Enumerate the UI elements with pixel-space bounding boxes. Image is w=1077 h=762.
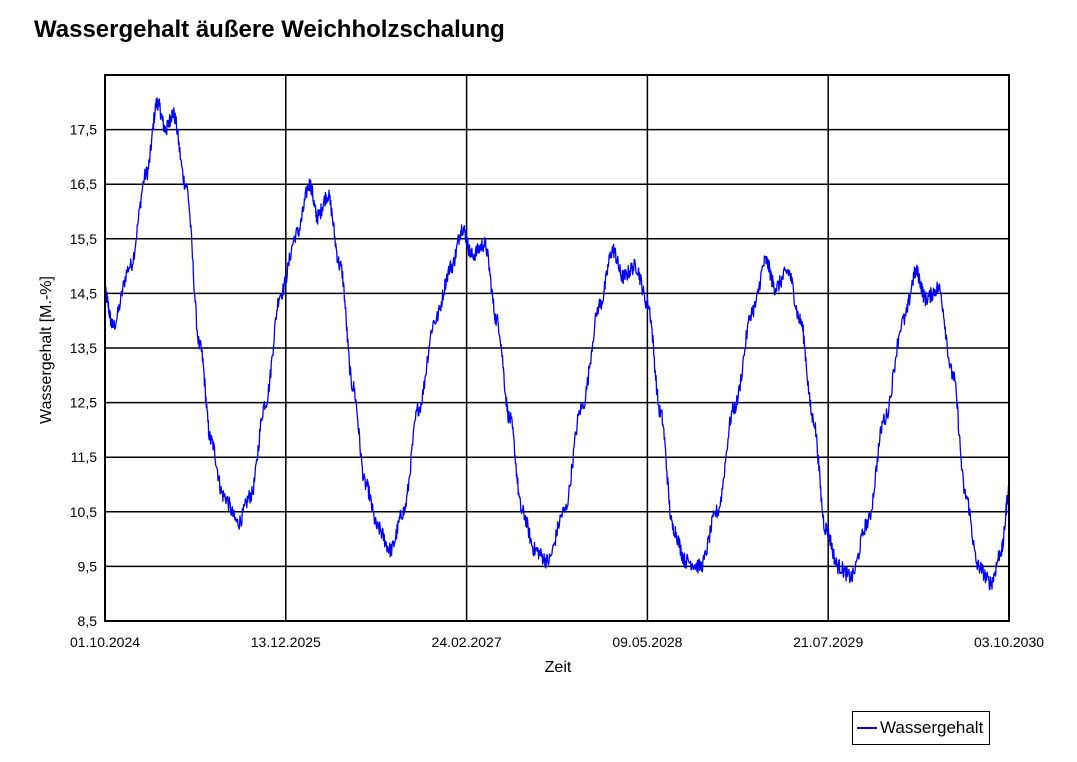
- x-tick-label: 09.05.2028: [612, 634, 682, 650]
- y-tick-label: 11,5: [71, 449, 97, 465]
- y-tick-label: 9,5: [78, 558, 98, 574]
- y-axis-ticks: 8,5 9,5 10,5 11,5 12,5 13,5 14,5 15,5 16,5 17,5: [70, 122, 97, 629]
- x-axis-ticks: 01.10.2024 13.12.2025 24.02.2027 09.05.2028…: [70, 634, 1044, 650]
- legend-swatch: [857, 727, 877, 729]
- y-tick-label: 8,5: [78, 613, 98, 629]
- x-tick-label: 24.02.2027: [432, 634, 502, 650]
- series-line-wassergehalt: [104, 97, 1010, 591]
- x-axis-label: Zeit: [545, 659, 572, 676]
- legend-label: Wassergehalt: [880, 718, 984, 737]
- y-tick-label: 15,5: [70, 231, 97, 247]
- chart-title: Wassergehalt äußere Weichholzschalung: [34, 16, 505, 43]
- x-tick-label: 13.12.2025: [251, 634, 321, 650]
- y-tick-label: 12,5: [70, 395, 97, 411]
- y-tick-label: 17,5: [70, 122, 97, 138]
- y-tick-label: 16,5: [70, 176, 97, 192]
- x-tick-label: 03.10.2030: [974, 634, 1044, 650]
- y-tick-label: 13,5: [70, 340, 97, 356]
- x-tick-label: 01.10.2024: [70, 634, 140, 650]
- grid: [104, 75, 1010, 622]
- x-tick-label: 21.07.2029: [793, 634, 863, 650]
- y-tick-label: 10,5: [70, 504, 97, 520]
- y-axis-label: Wassergehalt [M.-%]: [38, 276, 55, 424]
- plot-frame: [104, 74, 1010, 622]
- legend: Wassergehalt: [852, 711, 991, 745]
- y-tick-label: 14,5: [70, 285, 97, 301]
